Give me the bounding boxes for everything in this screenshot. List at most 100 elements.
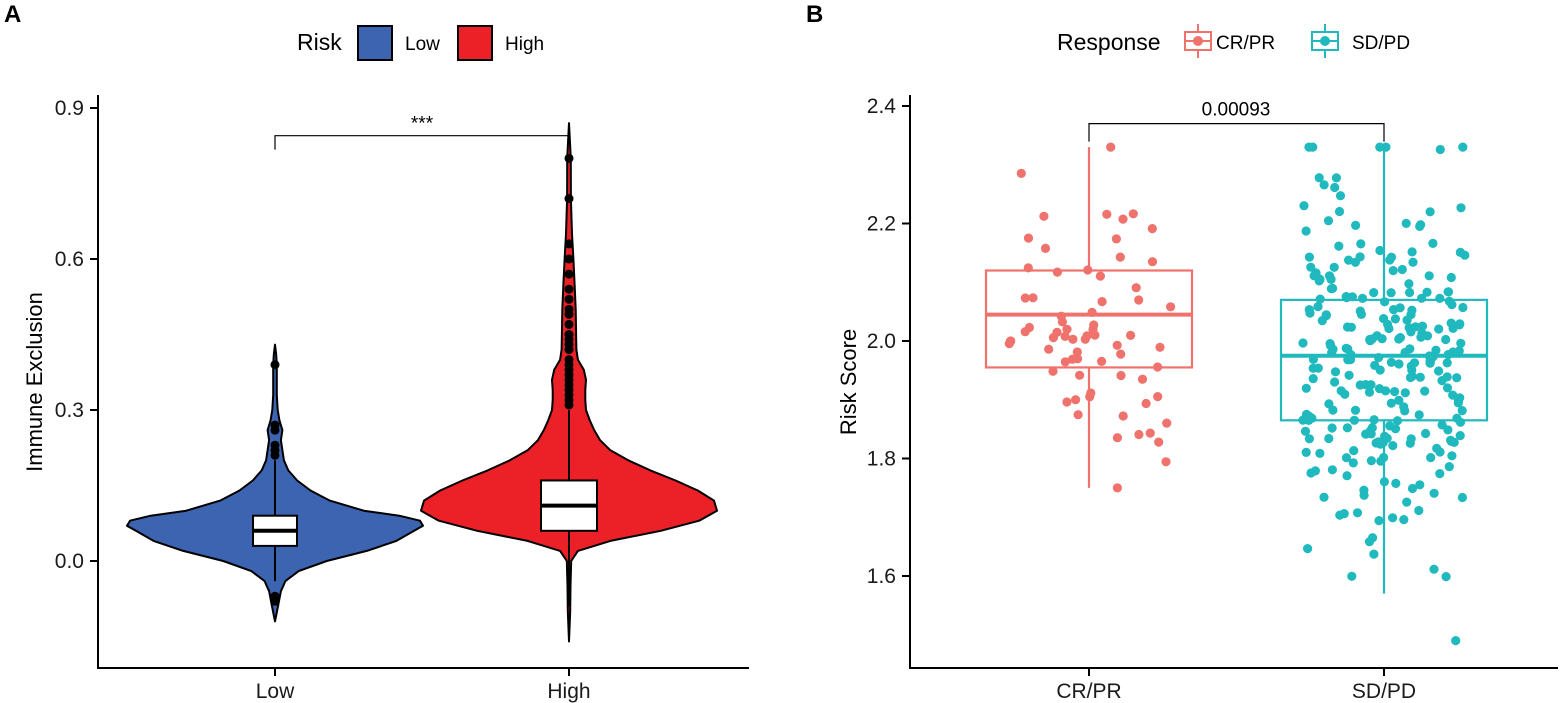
- point-crpr-47: [1056, 311, 1066, 321]
- point-sdpd-210: [1448, 347, 1458, 357]
- point-sdpd-185: [1326, 284, 1336, 294]
- point-sdpd-208: [1326, 341, 1336, 351]
- point-sdpd-56: [1330, 182, 1340, 193]
- point-sdpd-252: [1406, 434, 1416, 444]
- point-crpr-27: [1087, 307, 1097, 317]
- point-sdpd-233: [1310, 466, 1320, 476]
- outlier-low-7: [270, 360, 280, 370]
- point-sdpd-219: [1448, 390, 1458, 400]
- point-sdpd-242: [1308, 374, 1318, 384]
- point-sdpd-215: [1429, 564, 1439, 574]
- y-tick-label-b-4: 2.4: [867, 95, 897, 118]
- point-sdpd-214: [1409, 358, 1420, 368]
- point-sdpd-148: [1435, 469, 1445, 479]
- point-crpr-61: [1088, 324, 1098, 335]
- point-crpr-55: [1060, 331, 1070, 341]
- point-sdpd-191: [1308, 142, 1318, 152]
- point-crpr-56: [1154, 437, 1164, 447]
- point-sdpd-207: [1406, 327, 1416, 337]
- point-sdpd-140: [1342, 293, 1352, 303]
- point-crpr-68: [1155, 342, 1165, 352]
- point-sdpd-220: [1300, 426, 1311, 436]
- point-sdpd-256: [1377, 334, 1387, 344]
- point-sdpd-152: [1336, 386, 1346, 396]
- point-sdpd-251: [1447, 451, 1457, 461]
- point-sdpd-173: [1394, 395, 1404, 405]
- point-sdpd-228: [1366, 380, 1376, 390]
- point-sdpd-12: [1334, 241, 1344, 251]
- point-sdpd-238: [1455, 431, 1465, 441]
- point-sdpd-135: [1417, 321, 1428, 331]
- point-sdpd-37: [1434, 366, 1444, 376]
- point-crpr-58: [1039, 211, 1049, 221]
- panel-a: A Risk Low High 0.0 0.3 0.6 0.9 Immune Excl…: [4, 1, 749, 703]
- point-sdpd-259: [1421, 428, 1431, 439]
- point-crpr-69: [1068, 334, 1078, 344]
- point-crpr-21: [1048, 366, 1058, 376]
- point-crpr-35: [1134, 429, 1144, 440]
- point-sdpd-55: [1364, 387, 1375, 397]
- p-value-label-b: 0.00093: [1202, 100, 1271, 121]
- panel-b-label: B: [806, 1, 823, 28]
- point-crpr-65: [1062, 397, 1072, 407]
- y-tick-label-b-1: 1.8: [867, 448, 896, 471]
- point-sdpd-129: [1426, 453, 1436, 463]
- legend-swatch-high: [457, 25, 493, 61]
- point-crpr-1: [1112, 483, 1122, 493]
- point-crpr-20: [1111, 234, 1121, 244]
- point-sdpd-107: [1434, 324, 1444, 334]
- point-sdpd-44: [1400, 388, 1410, 398]
- point-sdpd-87: [1313, 363, 1323, 373]
- point-sdpd-84: [1415, 480, 1425, 490]
- outlier-low-4: [270, 440, 280, 450]
- y-ticks-b: 1.6 1.8 2.0 2.2 2.4: [867, 95, 910, 588]
- point-crpr-25: [1086, 388, 1096, 398]
- point-sdpd-175: [1390, 387, 1400, 397]
- point-crpr-42: [1112, 340, 1122, 350]
- point-sdpd-123: [1414, 410, 1424, 420]
- point-sdpd-167: [1324, 433, 1334, 444]
- point-sdpd-103: [1327, 465, 1337, 475]
- point-sdpd-183: [1435, 447, 1445, 457]
- legend-label-low: Low: [405, 34, 440, 55]
- point-crpr-37: [1073, 354, 1083, 364]
- point-sdpd-176: [1303, 544, 1313, 554]
- point-sdpd-249: [1405, 372, 1416, 383]
- point-sdpd-234: [1452, 373, 1462, 383]
- point-crpr-67: [1073, 410, 1083, 420]
- point-sdpd-11: [1442, 383, 1453, 393]
- point-crpr-18: [1071, 395, 1081, 405]
- point-crpr-5: [1131, 283, 1141, 293]
- outlier-low-6: [270, 420, 280, 430]
- point-sdpd-250: [1407, 483, 1418, 494]
- point-sdpd-239: [1328, 405, 1338, 415]
- x-tick-label-high: High: [547, 680, 590, 703]
- legend-a: Risk Low High: [297, 25, 544, 61]
- point-sdpd-241: [1456, 338, 1466, 348]
- point-sdpd-149: [1335, 191, 1346, 201]
- point-crpr-33: [1116, 349, 1126, 359]
- point-sdpd-98: [1351, 220, 1361, 230]
- point-sdpd-202: [1374, 516, 1384, 526]
- outlier-high-19: [564, 269, 574, 279]
- outlier-high-9: [564, 355, 574, 365]
- point-sdpd-10: [1417, 293, 1427, 303]
- point-sdpd-199: [1402, 497, 1412, 507]
- point-sdpd-240: [1304, 434, 1314, 444]
- point-sdpd-258: [1382, 433, 1392, 443]
- x-tick-label-crpr: CR/PR: [1056, 680, 1121, 703]
- point-sdpd-231: [1425, 357, 1435, 367]
- y-tick-label-a-0: 0.0: [55, 550, 84, 573]
- point-sdpd-33: [1323, 216, 1334, 226]
- point-crpr-53: [1023, 233, 1034, 243]
- point-sdpd-15: [1330, 377, 1340, 387]
- y-axis-title-a: Immune Exclusion: [22, 292, 47, 472]
- significance-label-a: ***: [411, 114, 434, 135]
- point-crpr-12: [1126, 330, 1136, 340]
- point-sdpd-128: [1454, 320, 1464, 330]
- point-sdpd-204: [1457, 492, 1467, 503]
- point-sdpd-66: [1356, 239, 1366, 249]
- legend-label-sdpd: SD/PD: [1352, 33, 1410, 54]
- point-sdpd-230: [1394, 334, 1404, 344]
- point-sdpd-5: [1374, 353, 1384, 363]
